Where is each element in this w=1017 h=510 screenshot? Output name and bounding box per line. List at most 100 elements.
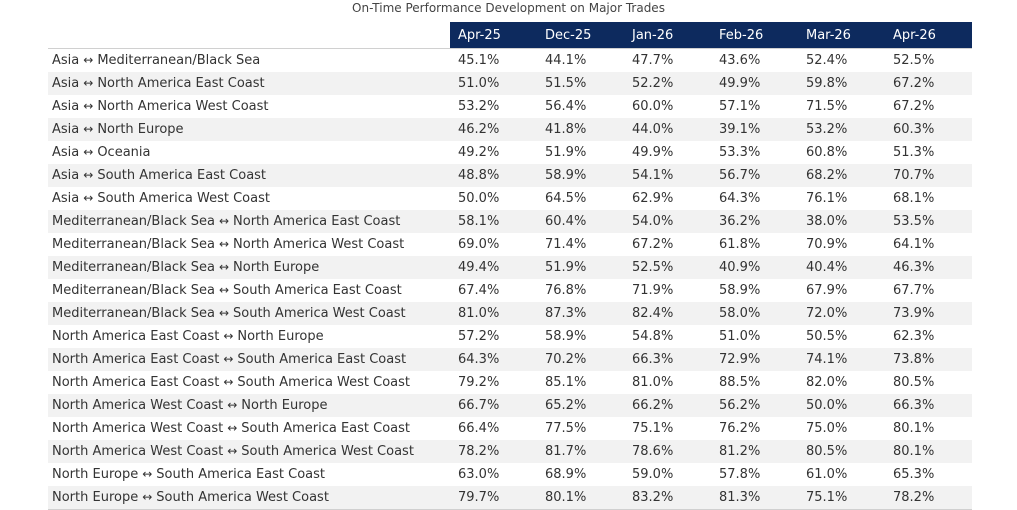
performance-value: 67.2%: [632, 236, 674, 252]
performance-value: 66.4%: [458, 420, 500, 436]
trade-origin: Asia: [52, 145, 80, 160]
bidirectional-arrow-icon: ↔: [142, 490, 153, 504]
performance-value: 82.0%: [806, 374, 848, 390]
trade-label: Mediterranean/Black Sea ↔ North America We…: [48, 233, 450, 256]
performance-value: 48.8%: [450, 164, 537, 187]
trade-label: Asia ↔ South America West Coast: [48, 187, 450, 210]
table-row: Mediterranean/Black Sea ↔ South America We…: [48, 302, 972, 325]
performance-value: 67.9%: [806, 282, 848, 298]
table-row: Asia ↔ North America East Coast 51.0% 51.5% 5…: [48, 72, 972, 95]
trade-label: Mediterranean/Black Sea ↔ South America Ea…: [48, 279, 450, 302]
bidirectional-arrow-icon: ↔: [83, 53, 94, 67]
performance-value: 45.1%: [450, 48, 537, 72]
performance-value: 52.5%: [624, 256, 711, 279]
performance-value: 78.6%: [624, 440, 711, 463]
trade-origin: Mediterranean/Black Sea: [52, 306, 215, 321]
table-header: Apr-25 Dec-25 Jan-26 Feb-26 Mar-26 Apr-26: [48, 22, 972, 49]
performance-value: 49.2%: [458, 144, 500, 160]
trade-label: North America West Coast ↔ South America E…: [48, 417, 450, 440]
performance-value: 81.0%: [632, 374, 674, 390]
trade-origin: Asia: [52, 99, 80, 114]
trade-origin: Mediterranean/Black Sea: [52, 214, 215, 229]
performance-value: 58.1%: [450, 210, 537, 233]
performance-value: 57.1%: [719, 98, 761, 114]
performance-value: 80.5%: [893, 374, 935, 390]
bidirectional-arrow-icon: ↔: [227, 444, 238, 458]
performance-value: 75.1%: [632, 420, 674, 436]
performance-value: 70.9%: [806, 236, 848, 252]
trade-destination: Oceania: [97, 145, 151, 160]
table-row: Mediterranean/Black Sea ↔ South America Ea…: [48, 279, 972, 302]
performance-value: 57.8%: [719, 466, 761, 482]
performance-value: 80.1%: [537, 486, 624, 510]
trade-destination: South America West Coast: [156, 490, 329, 505]
performance-value: 58.9%: [545, 328, 587, 344]
performance-value: 46.3%: [885, 256, 972, 279]
column-header: Jan-26: [624, 22, 711, 49]
performance-value: 81.7%: [537, 440, 624, 463]
performance-value: 51.0%: [719, 328, 761, 344]
performance-value: 81.2%: [711, 440, 798, 463]
performance-value: 51.3%: [893, 144, 935, 160]
table-row: North Europe ↔ South America West Coast 79.…: [48, 486, 972, 510]
table-row: North Europe ↔ South America East Coast 63.…: [48, 463, 972, 486]
performance-value: 44.1%: [537, 48, 624, 72]
performance-value: 53.3%: [719, 144, 761, 160]
bidirectional-arrow-icon: ↔: [83, 145, 94, 159]
trade-destination: North America West Coast: [233, 237, 405, 252]
table-row: North America East Coast ↔ South America W…: [48, 371, 972, 394]
trade-destination: North Europe: [237, 329, 324, 344]
performance-value: 50.0%: [458, 190, 500, 206]
column-header: Feb-26: [711, 22, 798, 49]
performance-value: 60.4%: [537, 210, 624, 233]
trade-origin: Asia: [52, 76, 80, 91]
performance-value: 73.8%: [885, 348, 972, 371]
performance-value: 67.2%: [885, 72, 972, 95]
performance-value: 71.5%: [806, 98, 848, 114]
bidirectional-arrow-icon: ↔: [227, 421, 238, 435]
trade-destination: South America East Coast: [237, 352, 407, 367]
trade-destination: North America West Coast: [97, 99, 269, 114]
performance-value: 85.1%: [545, 374, 587, 390]
performance-value: 66.3%: [885, 394, 972, 417]
trade-destination: North America East Coast: [97, 76, 265, 91]
performance-value: 81.0%: [450, 302, 537, 325]
performance-value: 59.8%: [798, 72, 885, 95]
performance-value: 69.0%: [458, 236, 500, 252]
trade-label: North Europe ↔ South America East Coast: [48, 463, 450, 486]
performance-value: 74.1%: [798, 348, 885, 371]
trade-origin: Asia: [52, 53, 80, 68]
performance-value: 57.2%: [458, 328, 500, 344]
trade-label: Asia ↔ South America East Coast: [48, 164, 450, 187]
performance-value: 63.0%: [458, 466, 500, 482]
performance-value: 76.1%: [806, 190, 848, 206]
column-header: Dec-25: [537, 22, 624, 49]
table-row: Asia ↔ South America East Coast 48.8% 58.9% 5…: [48, 164, 972, 187]
bidirectional-arrow-icon: ↔: [218, 260, 230, 274]
performance-value: 80.1%: [885, 440, 972, 463]
bidirectional-arrow-icon: ↔: [223, 329, 234, 343]
trade-destination: North Europe: [233, 260, 320, 275]
trade-origin: North America East Coast: [52, 329, 220, 344]
performance-value: 82.4%: [624, 302, 711, 325]
performance-value: 54.8%: [632, 328, 674, 344]
performance-value: 72.9%: [711, 348, 798, 371]
performance-value: 77.5%: [545, 420, 587, 436]
performance-value: 70.7%: [885, 164, 972, 187]
chart-title: On-Time Performance Development on Major…: [352, 1, 665, 15]
performance-value: 67.7%: [893, 282, 935, 298]
performance-value: 49.9%: [632, 144, 674, 160]
bidirectional-arrow-icon: ↔: [83, 122, 94, 136]
bidirectional-arrow-icon: ↔: [218, 306, 230, 320]
column-header: Apr-26: [885, 22, 972, 49]
performance-value: 51.0%: [450, 72, 537, 95]
performance-value: 49.9%: [711, 72, 798, 95]
trade-label: Mediterranean/Black Sea ↔ South America We…: [48, 302, 450, 325]
trade-label: North America East Coast ↔ South America W…: [48, 371, 450, 394]
performance-value: 50.0%: [798, 394, 885, 417]
performance-value: 61.8%: [719, 236, 761, 252]
table-row: Mediterranean/Black Sea ↔ North Europe 49.4…: [48, 256, 972, 279]
table-row: North America West Coast ↔ North Europe 66.…: [48, 394, 972, 417]
trade-destination: Mediterranean/Black Sea: [97, 53, 261, 68]
performance-value: 44.0%: [624, 118, 711, 141]
